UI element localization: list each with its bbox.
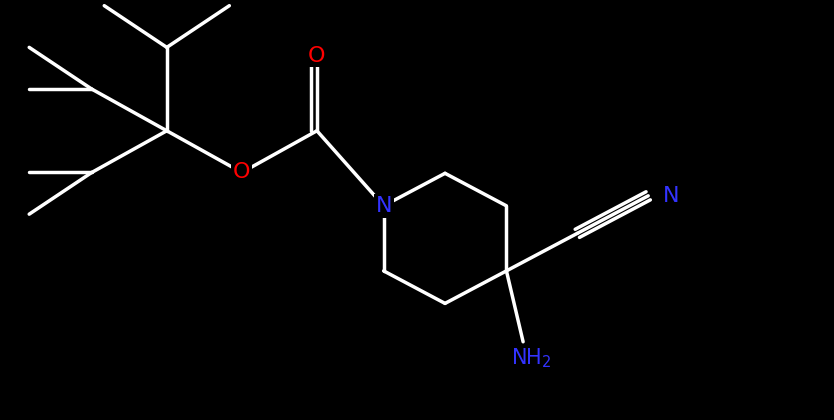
Text: N: N	[663, 186, 680, 206]
Text: O: O	[234, 163, 250, 182]
Text: N: N	[375, 196, 392, 216]
Text: O: O	[309, 46, 325, 66]
Text: NH$_2$: NH$_2$	[511, 346, 552, 370]
